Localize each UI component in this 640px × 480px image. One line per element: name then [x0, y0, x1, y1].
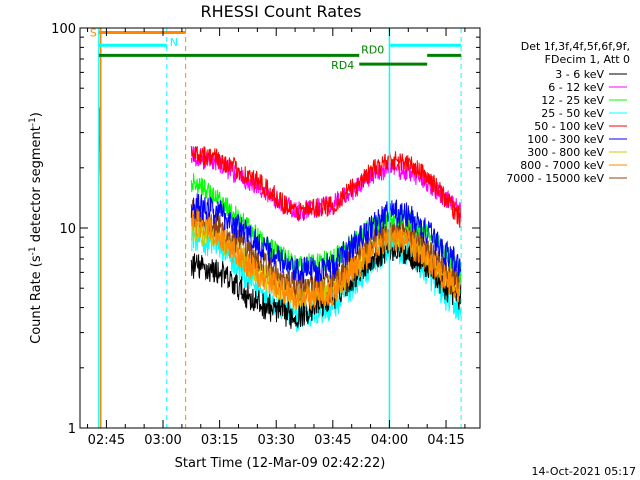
legend-header-line-2: FDecim 1, Att 0: [545, 53, 630, 66]
legend-label-2: 12 - 25 keV: [541, 94, 604, 107]
legend-header-line-1: Det 1f,3f,4f,5f,6f,9f,: [521, 40, 630, 53]
legend-label-5: 100 - 300 keV: [527, 133, 604, 146]
state-label-n: N: [170, 36, 178, 49]
y-axis: 1 10 100: [51, 22, 480, 437]
state-label-rd4: RD4: [331, 59, 354, 72]
x-axis: 02:45 03:00 03:15 03:30 03:45 04:00 04:15: [87, 28, 466, 448]
legend-label-0: 3 - 6 keV: [555, 68, 604, 81]
y-tick-label: 100: [51, 22, 76, 37]
legend-label-3: 25 - 50 keV: [541, 107, 604, 120]
legend: Det 1f,3f,4f,5f,6f,9f, FDecim 1, Att 0 3…: [506, 40, 630, 185]
state-label-rd0: RD0: [361, 43, 384, 56]
y-tick-label: 1: [68, 422, 76, 437]
timestamp: 14-Oct-2021 05:17: [532, 465, 636, 478]
x-tick-label: 03:30: [257, 433, 294, 448]
plot-area: S N RD0 RD4: [90, 26, 462, 428]
x-tick-label: 04:15: [427, 433, 464, 448]
x-tick-label: 03:00: [144, 433, 181, 448]
x-tick-label: 02:45: [88, 433, 125, 448]
chart-title: RHESSI Count Rates: [201, 2, 362, 21]
legend-label-7: 800 - 7000 keV: [520, 159, 604, 172]
legend-label-1: 6 - 12 keV: [548, 81, 604, 94]
y-tick-label: 10: [59, 222, 76, 237]
x-tick-label: 03:45: [314, 433, 351, 448]
y-axis-label: Count Rate (s-1 detector segment-1): [28, 112, 44, 344]
x-tick-label: 04:00: [371, 433, 408, 448]
legend-label-8: 7000 - 15000 keV: [506, 172, 604, 185]
legend-label-6: 300 - 800 keV: [527, 146, 604, 159]
x-axis-label: Start Time (12-Mar-09 02:42:22): [175, 456, 386, 471]
legend-label-4: 50 - 100 keV: [534, 120, 604, 133]
x-tick-label: 03:15: [201, 433, 238, 448]
state-label-s: S: [90, 26, 97, 39]
